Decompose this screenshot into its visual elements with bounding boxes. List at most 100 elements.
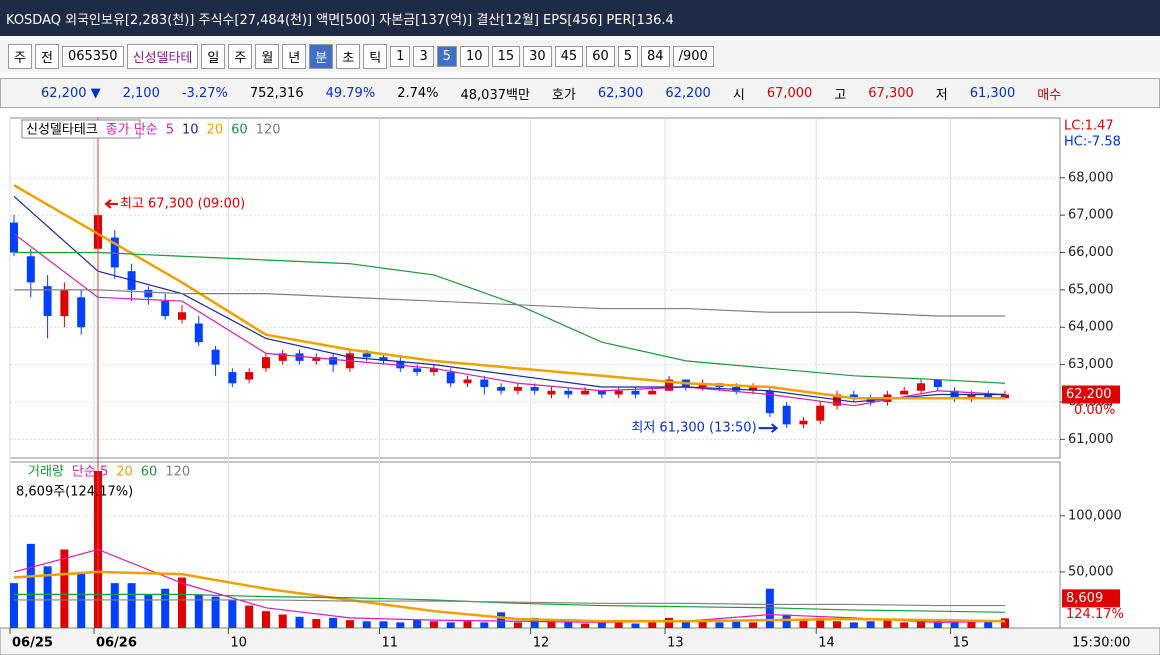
candle-body bbox=[799, 420, 808, 425]
title-bar: KOSDAQ 외국인보유[2,283(천)] 주식수[27,484(천)] 액면… bbox=[0, 0, 1160, 36]
last-price: 62,200 bbox=[1066, 387, 1112, 402]
toolbar-button[interactable]: 5 bbox=[436, 45, 458, 67]
candle-body bbox=[530, 387, 539, 391]
legend-entry: 60 bbox=[231, 123, 248, 138]
volume-bar bbox=[10, 583, 18, 628]
volume-bar bbox=[26, 543, 35, 628]
candle-body bbox=[513, 387, 522, 391]
volume-bar bbox=[631, 623, 640, 628]
toolbar-button[interactable]: 3 bbox=[413, 45, 434, 67]
high-annotation: 최고 67,300 (09:00) bbox=[120, 196, 245, 211]
candle-body bbox=[446, 372, 455, 384]
toolbar-button[interactable]: 주 bbox=[228, 43, 253, 69]
toolbar-button[interactable]: 초 bbox=[336, 43, 361, 69]
volume-bar bbox=[782, 614, 791, 628]
y-tick-label: 67,000 bbox=[1068, 208, 1114, 223]
toolbar-button[interactable]: 일 bbox=[201, 43, 226, 69]
volume-bar bbox=[581, 623, 590, 628]
candle-body bbox=[429, 368, 438, 373]
legend-entry: 단순 5 bbox=[72, 465, 108, 480]
toolbar: 주 전 065350 신성델타테 일 주 월 년 분 초 틱 1 3 5 10 15 30 45 60 5 84/900 bbox=[0, 40, 1160, 72]
price-tag bbox=[1062, 385, 1120, 404]
candle-body bbox=[749, 387, 758, 391]
toolbar-button[interactable]: 15 bbox=[491, 45, 521, 67]
volume-bar bbox=[43, 566, 52, 628]
toolbar-button[interactable]: 월 bbox=[255, 43, 280, 69]
toolbar-button[interactable]: 60 bbox=[586, 45, 615, 67]
candle-body bbox=[413, 368, 422, 373]
x-tick-label: 13 bbox=[667, 636, 684, 651]
toolbar-button[interactable]: 1 bbox=[390, 45, 411, 67]
volume-bar bbox=[833, 621, 842, 628]
candle-body bbox=[765, 390, 774, 414]
candle-body bbox=[967, 394, 976, 399]
toolbar-button[interactable]: 84 bbox=[641, 45, 670, 67]
volume-bar bbox=[110, 583, 119, 628]
candle-body bbox=[77, 297, 86, 328]
volume-bar bbox=[597, 621, 606, 628]
x-tick-label: 14 bbox=[818, 636, 835, 651]
volume-bar bbox=[345, 620, 354, 628]
candle-body bbox=[10, 222, 18, 253]
title: KOSDAQ 외국인보유[2,283(천)] 주식수[27,484(천)] 액면… bbox=[6, 12, 674, 28]
candle-body bbox=[312, 357, 321, 361]
info-item: 2.74% bbox=[397, 85, 439, 101]
volume-bar bbox=[799, 619, 808, 628]
candle-body bbox=[984, 394, 993, 399]
volume-bar bbox=[396, 622, 405, 628]
info-item: 매수 bbox=[1037, 87, 1062, 103]
legend-entry: 거래량 bbox=[28, 465, 64, 480]
volume-bar bbox=[849, 622, 858, 628]
toolbar-button[interactable]: 45 bbox=[554, 45, 584, 67]
toolbar-button[interactable]: 틱 bbox=[363, 43, 388, 69]
volume-bar bbox=[261, 611, 270, 628]
candle-body bbox=[933, 379, 942, 388]
y-tick-label: 66,000 bbox=[1068, 245, 1114, 260]
chart: 61,00062,00063,00064,00065,00066,00067,0… bbox=[0, 117, 1160, 655]
candle-body bbox=[329, 357, 338, 365]
y-tick-label: 63,000 bbox=[1068, 357, 1114, 372]
info-item: 61,300 bbox=[969, 85, 1016, 101]
volume-bar bbox=[1001, 618, 1009, 628]
price-panel bbox=[9, 117, 1061, 459]
volume-bar bbox=[127, 583, 136, 628]
volume-bar bbox=[547, 621, 556, 628]
y-tick-label: 65,000 bbox=[1068, 282, 1114, 297]
toolbar-button[interactable]: 주 bbox=[8, 43, 32, 69]
volume-bar bbox=[295, 616, 304, 628]
candle-body bbox=[144, 289, 153, 298]
toolbar-button[interactable]: 분 bbox=[309, 43, 334, 69]
legend-box bbox=[21, 119, 141, 139]
info-item: 752,316 bbox=[249, 85, 304, 101]
volume-bar bbox=[429, 621, 438, 628]
legend-entry: 20 bbox=[207, 123, 224, 138]
toolbar-button[interactable]: 10 bbox=[460, 45, 489, 67]
toolbar-button[interactable]: 065350 bbox=[61, 45, 124, 67]
info-item: 저 bbox=[935, 87, 948, 103]
legend-entry: 신성델타테크 bbox=[26, 123, 98, 138]
volume-bar bbox=[698, 621, 707, 628]
volume-bar bbox=[816, 617, 825, 628]
candle-body bbox=[463, 379, 472, 384]
candle-body bbox=[396, 360, 405, 369]
toolbar-button[interactable]: 신성델타테 bbox=[126, 43, 199, 69]
info-item: 49.79% bbox=[325, 85, 376, 101]
toolbar-button[interactable]: /900 bbox=[672, 45, 714, 67]
candle-body bbox=[295, 353, 304, 361]
x-tick-label: 10 bbox=[230, 636, 247, 651]
candle-body bbox=[631, 390, 640, 395]
candle-body bbox=[564, 390, 573, 395]
y-tick-label: 64,000 bbox=[1068, 320, 1114, 335]
info-item: 호가 bbox=[551, 87, 576, 103]
toolbar-button[interactable]: 30 bbox=[523, 45, 552, 67]
volume-bar bbox=[194, 594, 203, 628]
toolbar-button[interactable]: 전 bbox=[34, 43, 59, 69]
toolbar-button[interactable]: 5 bbox=[617, 45, 639, 67]
volume-bar bbox=[278, 614, 287, 628]
volume-tag bbox=[1062, 589, 1120, 608]
candle-body bbox=[648, 390, 657, 395]
volume-bar bbox=[933, 621, 942, 628]
toolbar-button[interactable]: 년 bbox=[282, 43, 307, 69]
volume-bar bbox=[665, 617, 674, 628]
volume-bar bbox=[513, 622, 522, 628]
